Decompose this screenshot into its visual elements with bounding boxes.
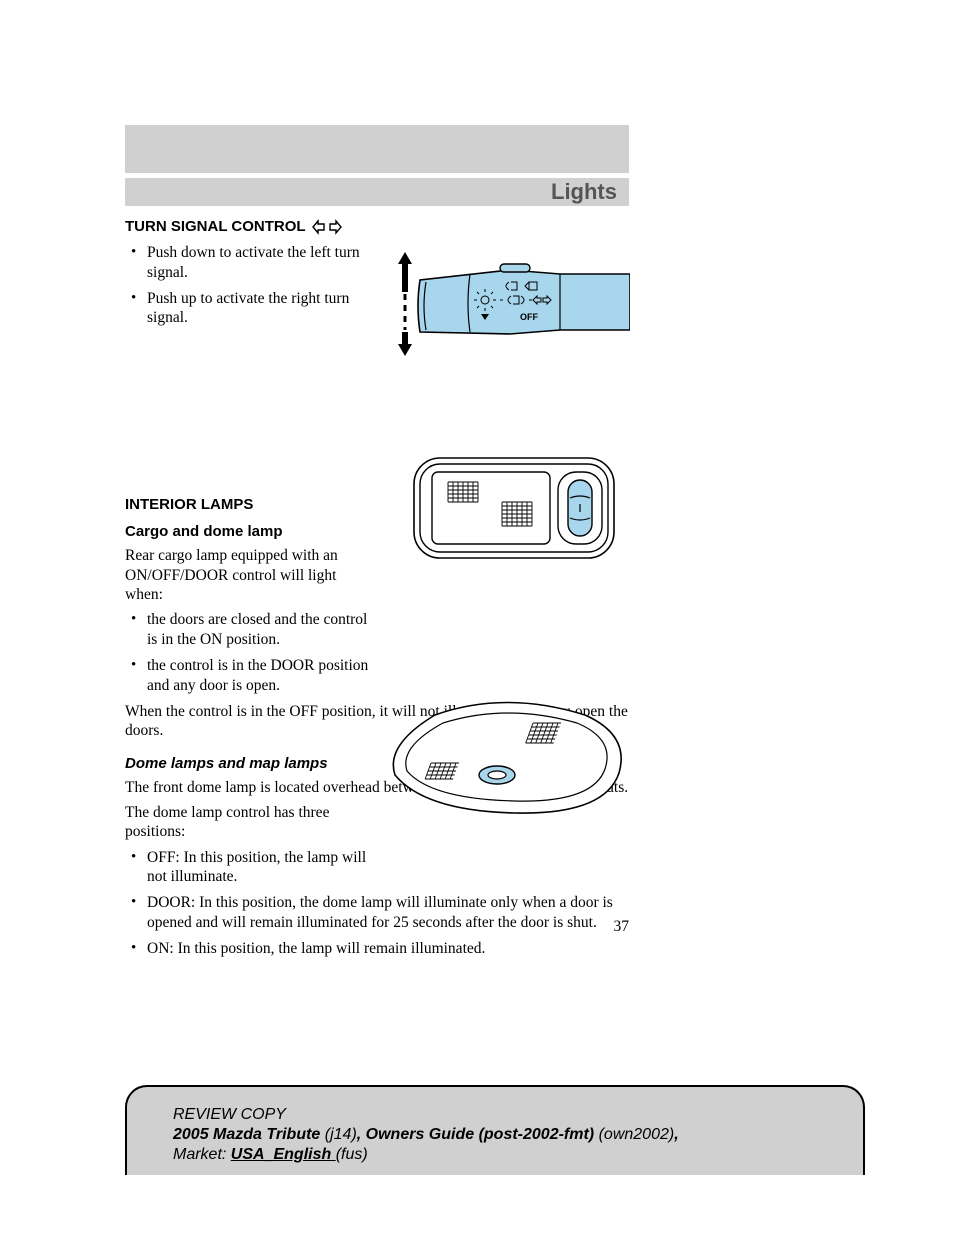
list-item: the control is in the DOOR position and …	[147, 656, 375, 696]
cargo-lamp-figure	[410, 450, 620, 565]
footer-text: REVIEW COPY 2005 Mazda Tribute (j14), Ow…	[127, 1087, 863, 1165]
footer-line3: Market: USA_English (fus)	[173, 1145, 841, 1165]
arrows-icon	[312, 219, 342, 235]
list-item: ON: In this position, the lamp will rema…	[147, 939, 629, 959]
section-title: Lights	[551, 179, 617, 205]
dome-p2: The dome lamp control has three position…	[125, 803, 375, 842]
footer-box: REVIEW COPY 2005 Mazda Tribute (j14), Ow…	[125, 1085, 865, 1175]
turn-signal-figure: OFF	[390, 250, 630, 360]
cargo-bullets: the doors are closed and the control is …	[125, 610, 375, 695]
turn-signal-heading-row: TURN SIGNAL CONTROL	[125, 218, 629, 235]
list-item: Push down to activate the left turn sign…	[147, 243, 375, 283]
cargo-intro: Rear cargo lamp equipped with an ON/OFF/…	[125, 546, 375, 604]
list-item: OFF: In this position, the lamp will not…	[147, 848, 377, 888]
list-item: Push up to activate the right turn signa…	[147, 289, 375, 329]
page-number: 37	[125, 918, 629, 936]
section-title-bar: Lights	[125, 178, 629, 206]
footer-line2: 2005 Mazda Tribute (j14), Owners Guide (…	[173, 1125, 841, 1145]
header-gray-bar	[125, 125, 629, 173]
off-label: OFF	[520, 312, 538, 322]
turn-signal-heading: TURN SIGNAL CONTROL	[125, 218, 306, 235]
turn-signal-bullets: Push down to activate the left turn sign…	[125, 243, 375, 328]
list-item: the doors are closed and the control is …	[147, 610, 375, 650]
dome-lamp-figure	[375, 695, 630, 825]
dome-bullets: OFF: In this position, the lamp will not…	[125, 848, 629, 959]
footer-line1: REVIEW COPY	[173, 1105, 841, 1125]
